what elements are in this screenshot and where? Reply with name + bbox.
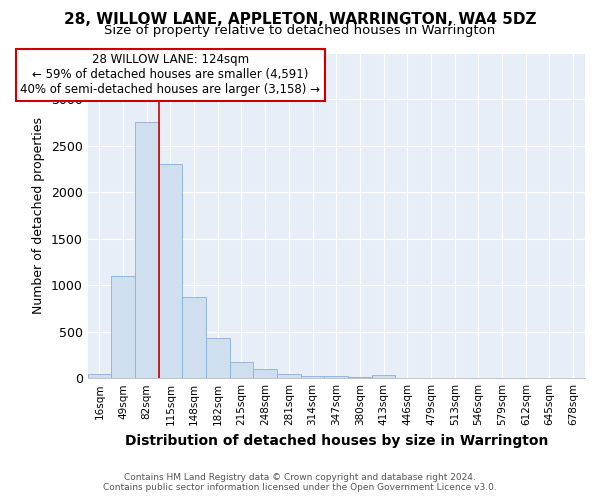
Bar <box>111 276 135 378</box>
Bar <box>301 376 325 378</box>
Bar <box>253 370 277 378</box>
Bar <box>325 376 348 378</box>
Text: Contains HM Land Registry data © Crown copyright and database right 2024.
Contai: Contains HM Land Registry data © Crown c… <box>103 473 497 492</box>
Bar <box>348 377 372 378</box>
Bar <box>182 297 206 378</box>
Bar <box>135 122 158 378</box>
Bar <box>88 374 111 378</box>
Y-axis label: Number of detached properties: Number of detached properties <box>32 117 45 314</box>
Text: 28 WILLOW LANE: 124sqm
← 59% of detached houses are smaller (4,591)
40% of semi-: 28 WILLOW LANE: 124sqm ← 59% of detached… <box>20 54 320 96</box>
Text: Size of property relative to detached houses in Warrington: Size of property relative to detached ho… <box>104 24 496 37</box>
Bar <box>158 164 182 378</box>
Bar <box>277 374 301 378</box>
Bar <box>372 376 395 378</box>
X-axis label: Distribution of detached houses by size in Warrington: Distribution of detached houses by size … <box>125 434 548 448</box>
Bar <box>230 362 253 378</box>
Text: 28, WILLOW LANE, APPLETON, WARRINGTON, WA4 5DZ: 28, WILLOW LANE, APPLETON, WARRINGTON, W… <box>64 12 536 28</box>
Bar <box>206 338 230 378</box>
